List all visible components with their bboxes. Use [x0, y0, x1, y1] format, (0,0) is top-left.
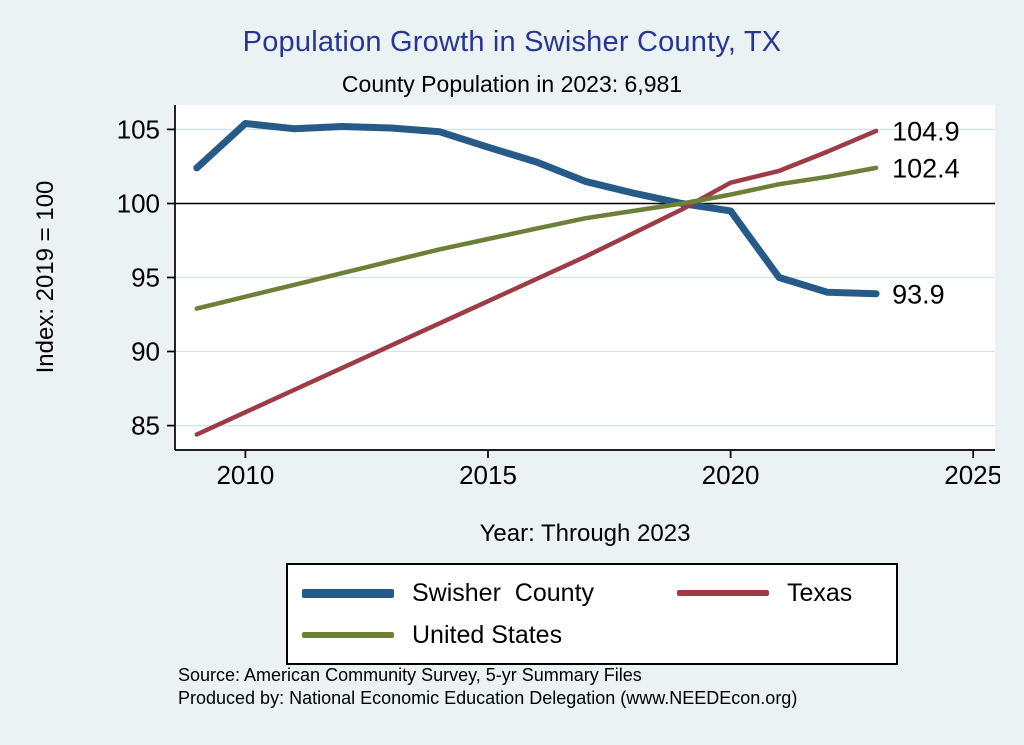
chart-title: Population Growth in Swisher County, TX	[242, 26, 782, 58]
x-tick-label: 2010	[216, 460, 274, 490]
end-label-united-states: 102.4	[892, 153, 960, 183]
texas-line-swatch	[677, 590, 769, 596]
united-states-line-swatch	[302, 632, 394, 638]
y-tick-label: 90	[131, 337, 160, 367]
x-tick-label: 2020	[702, 460, 760, 490]
legend-item-texas: Texas	[677, 575, 882, 611]
legend-label-swisher-county: Swisher County	[412, 578, 595, 607]
line-chart-plot: 85 90 95 100 105 2010 2015 2020 2025 93.9 104.9 102…	[117, 105, 1000, 490]
y-tick-label: 100	[117, 189, 160, 219]
series-line-swisher-county	[193, 120, 880, 298]
x-tick-label: 2025	[944, 460, 1000, 490]
x-axis-title: Year: Through 2023	[479, 520, 691, 547]
chart-subtitle: County Population in 2023: 6,981	[341, 71, 683, 97]
y-axis-title: Index: 2019 = 100	[32, 180, 59, 374]
end-label-texas: 104.9	[892, 116, 960, 146]
legend-item-swisher-county: Swisher County	[302, 575, 677, 611]
legend-label-united-states: United States	[412, 620, 563, 649]
y-tick-label: 105	[117, 115, 160, 145]
series-line-texas	[194, 128, 879, 437]
y-tick-label: 95	[131, 263, 160, 293]
source-line: Source: American Community Survey, 5-yr …	[178, 665, 642, 685]
legend-box: Swisher County Texas United States	[286, 563, 898, 665]
swisher-county-line-swatch	[302, 588, 394, 598]
legend-item-united-states: United States	[302, 617, 677, 653]
x-tick-label: 2015	[459, 460, 517, 490]
legend-label-texas: Texas	[787, 578, 853, 607]
produced-by-line: Produced by: National Economic Education…	[178, 688, 798, 708]
source-notes: Source: American Community Survey, 5-yr …	[178, 664, 797, 710]
series-line-united-states	[194, 165, 879, 311]
end-label-swisher-county: 93.9	[892, 279, 945, 309]
y-tick-label: 85	[131, 411, 160, 441]
